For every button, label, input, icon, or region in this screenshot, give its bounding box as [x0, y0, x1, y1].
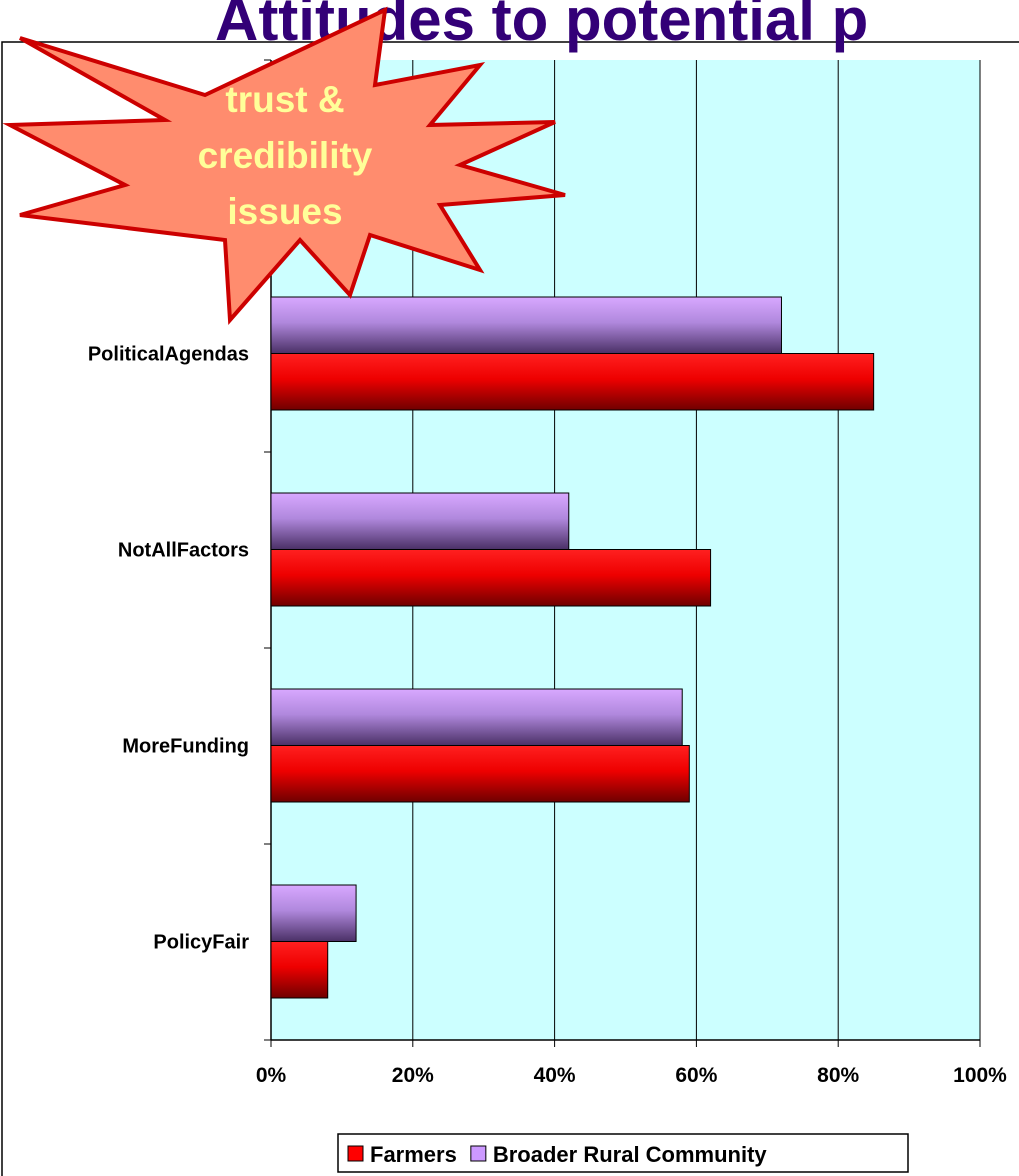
bar: [270, 941, 329, 999]
x-tick-label: 60%: [675, 1064, 717, 1087]
legend-box: [337, 1133, 909, 1173]
x-tick-label: 20%: [392, 1064, 434, 1087]
x-tick-label: 80%: [817, 1064, 859, 1087]
annotation-line: trust &: [225, 79, 344, 120]
legend-label: Broader Rural Community: [493, 1142, 768, 1167]
y-tick-label: PoliticalAgendas: [88, 344, 249, 366]
bar: [270, 884, 357, 942]
legend-label: Farmers: [370, 1142, 457, 1167]
bar: [270, 492, 570, 550]
legend-swatch: [347, 1145, 364, 1162]
y-tick-label: PolicyFair: [153, 932, 249, 954]
legend-swatch: [470, 1145, 487, 1162]
bar: [270, 353, 875, 411]
x-tick-label: 0%: [256, 1064, 287, 1087]
y-tick-label: MoreFunding: [122, 736, 249, 758]
starburst: [2, 6, 566, 325]
x-tick-label: 40%: [534, 1064, 576, 1087]
bar: [270, 296, 782, 354]
y-tick-label: NotAllFactors: [118, 540, 249, 562]
bar: [270, 745, 690, 803]
bar: [270, 549, 712, 607]
x-tick-label: 100%: [953, 1064, 1007, 1087]
legend: Farmers Broader Rural Community: [337, 1133, 909, 1173]
annotation-line: credibility: [198, 135, 373, 176]
annotation-line: issues: [227, 191, 342, 232]
bar: [270, 688, 683, 746]
